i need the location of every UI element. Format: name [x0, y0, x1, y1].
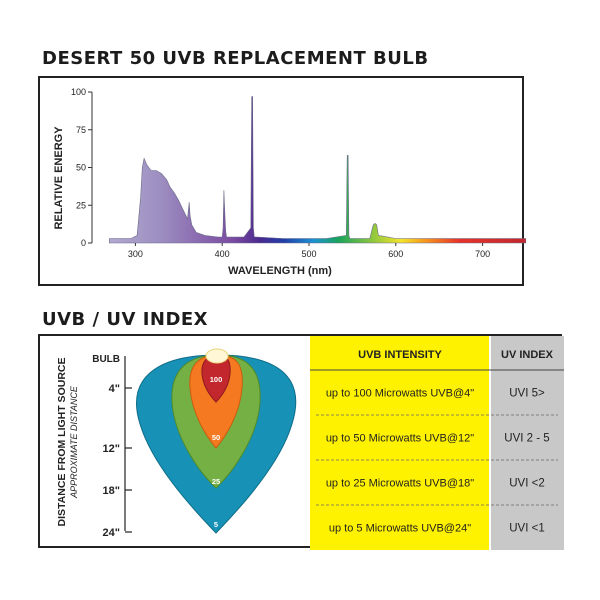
- zone-label-50: 50: [212, 433, 220, 442]
- spectrum-chart: 0 25 50 75 100 300 400 500 600 700 RELATIVE ENER…: [38, 76, 526, 286]
- spectrum-x-ticks: 300 400 500 600 700: [128, 243, 490, 259]
- uv-table: UVB INTENSITY UV INDEX up to 100 Microwatt…: [310, 336, 564, 550]
- zone-label-5: 5: [214, 520, 218, 529]
- table-header-cell: UVB INTENSITY: [358, 349, 442, 361]
- uv-index-column-bg: [490, 336, 564, 550]
- uvb-zones: [136, 348, 297, 534]
- uv-index-title: UVB / UV INDEX: [42, 309, 209, 330]
- distance-label: 24": [103, 527, 120, 539]
- intensity-column-bg: [310, 336, 500, 550]
- zone-labels: 100 50 25 5: [210, 375, 223, 529]
- distance-label: 12": [103, 443, 120, 455]
- distance-axis-label: DISTANCE FROM LIGHT SOURCE: [56, 358, 68, 527]
- uv-index-graphic: DISTANCE FROM LIGHT SOURCE APPROXIMATE D…: [56, 336, 564, 550]
- distance-labels: BULB 4" 12" 18" 24": [92, 354, 132, 539]
- y-tick-label: 50: [76, 163, 86, 173]
- table-cell: up to 100 Microwatts UVB@4": [326, 388, 474, 400]
- x-tick-label: 600: [388, 249, 403, 259]
- spectrum-plot: 0 25 50 75 100 300 400 500 600 700 RELATIVE ENER…: [53, 87, 526, 277]
- x-tick-label: 300: [128, 249, 143, 259]
- table-cells: UVB INTENSITY UV INDEX up to 100 Microwatt…: [326, 349, 554, 535]
- distance-label: 18": [103, 485, 120, 497]
- zone-label-100: 100: [210, 375, 223, 384]
- table-cell: UVI 2 - 5: [504, 433, 549, 445]
- distance-axis-note: APPROXIMATE DISTANCE: [69, 385, 79, 499]
- x-tick-label: 700: [475, 249, 490, 259]
- uv-index-panel: DISTANCE FROM LIGHT SOURCE APPROXIMATE D…: [38, 334, 564, 550]
- bulb-icon: [205, 348, 229, 364]
- table-cell: UVI <1: [509, 523, 544, 535]
- y-tick-label: 75: [76, 125, 86, 135]
- spectrum-y-ticks: 0 25 50 75 100: [71, 87, 92, 248]
- distance-label: 4": [109, 383, 120, 395]
- y-tick-label: 0: [81, 238, 86, 248]
- spectrum-x-axis-label: WAVELENGTH (nm): [228, 265, 332, 277]
- x-tick-label: 400: [215, 249, 230, 259]
- table-cell: UVI <2: [509, 478, 544, 490]
- table-cell: up to 25 Microwatts UVB@18": [326, 478, 474, 490]
- y-tick-label: 100: [71, 87, 86, 97]
- distance-label: BULB: [92, 354, 120, 365]
- x-tick-label: 500: [301, 249, 316, 259]
- table-cell: up to 50 Microwatts UVB@12": [326, 433, 474, 445]
- zone-100: [201, 354, 231, 403]
- spectrum-series-area: [109, 96, 526, 244]
- table-cell: UVI 5>: [509, 388, 545, 400]
- y-tick-label: 25: [76, 200, 86, 210]
- spectrum-y-axis-label: RELATIVE ENERGY: [53, 126, 65, 230]
- table-header-cell: UV INDEX: [501, 349, 554, 361]
- spectrum-chart-title: DESERT 50 UVB REPLACEMENT BULB: [42, 48, 429, 69]
- table-cell: up to 5 Microwatts UVB@24": [329, 523, 471, 535]
- table-grid: [310, 336, 564, 550]
- zone-label-25: 25: [212, 477, 220, 486]
